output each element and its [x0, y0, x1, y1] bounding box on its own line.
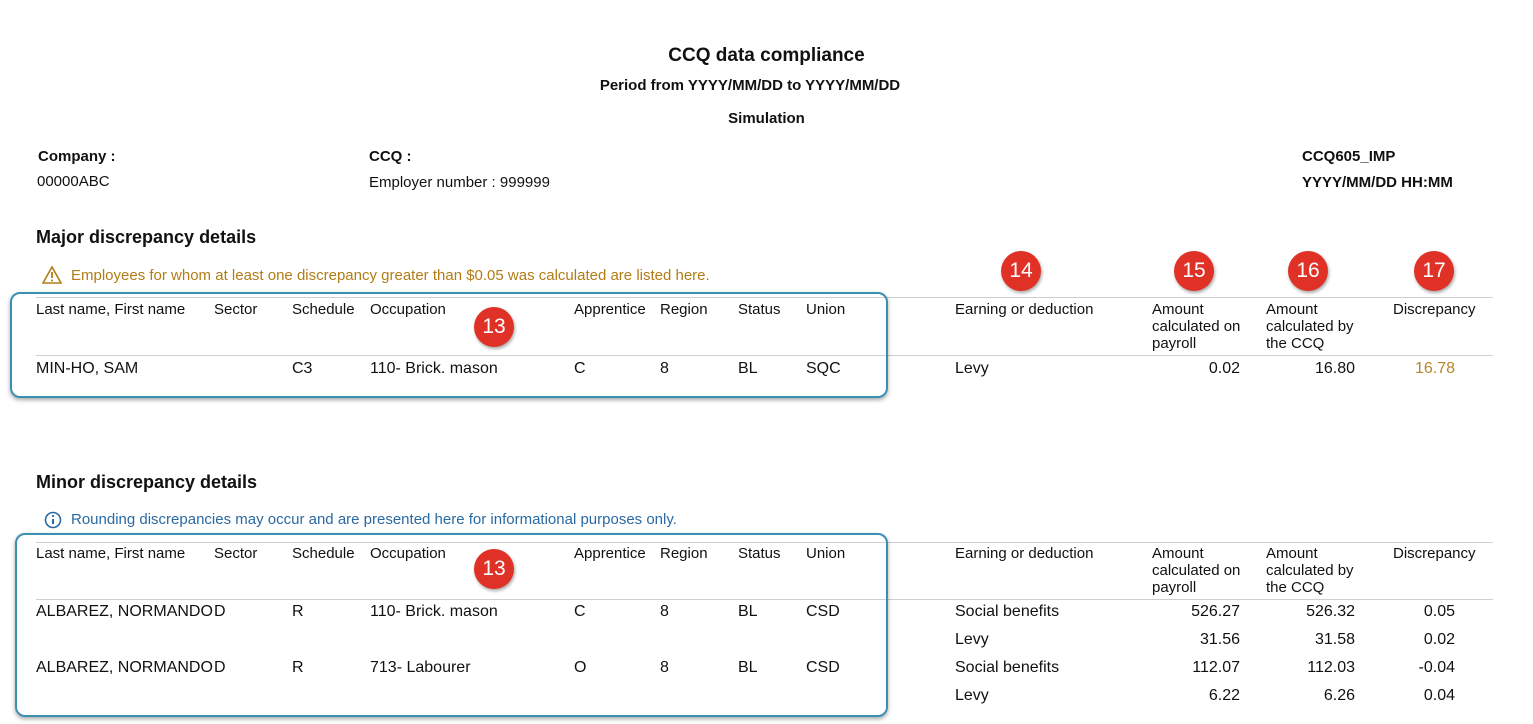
column-header: Last name, First name [36, 545, 186, 562]
column-header: Amount calculated on payroll [1152, 545, 1241, 596]
section-note: Rounding discrepancies may occur and are… [71, 511, 677, 528]
column-header: Earning or deduction [955, 301, 1094, 318]
header-rule [36, 599, 1493, 600]
discrepancy-cell: 0.02 [1423, 631, 1455, 648]
section-title: Major discrepancy details [36, 227, 257, 247]
employee-cell: MIN-HO, SAM [36, 360, 139, 377]
column-header: Region [660, 545, 708, 562]
employee-cell: D [214, 659, 226, 676]
header-rule [36, 297, 1493, 298]
earning-cell: Levy [955, 687, 989, 704]
header-rule [36, 542, 1493, 543]
discrepancy-cell: -0.04 [1418, 659, 1455, 676]
info-icon [44, 511, 62, 529]
report-title: CCQ data compliance [668, 45, 865, 66]
employer-number: Employer number : 999999 [369, 174, 550, 191]
employee-cell: O [574, 659, 587, 676]
amount-cell: 31.58 [1314, 631, 1355, 648]
employee-cell: BL [738, 603, 758, 620]
column-header: Amount calculated on payroll [1152, 301, 1241, 352]
employee-cell: CSD [806, 659, 840, 676]
highlight-box [10, 292, 888, 398]
column-header: Apprentice [574, 301, 646, 318]
employee-cell: 8 [660, 360, 669, 377]
report-datetime: YYYY/MM/DD HH:MM [1302, 174, 1453, 191]
employee-cell: D [214, 603, 226, 620]
employee-cell: C [574, 360, 586, 377]
employee-cell: ALBAREZ, NORMANDO [36, 603, 213, 620]
report-id: CCQ605_IMP [1302, 148, 1396, 165]
callout-badge: 13 [474, 307, 514, 347]
amount-cell: 526.27 [1191, 603, 1240, 620]
amount-cell: 112.07 [1192, 659, 1240, 676]
column-header: Discrepancy [1393, 301, 1476, 318]
employee-cell: C3 [292, 360, 313, 377]
highlight-box [15, 533, 888, 717]
column-header: Discrepancy [1393, 545, 1476, 562]
earning-cell: Levy [955, 360, 989, 377]
column-header: Schedule [292, 301, 355, 318]
callout-badge: 13 [474, 549, 514, 589]
column-header: Status [738, 301, 781, 318]
section-title: Minor discrepancy details [36, 472, 258, 492]
column-header: Amount calculated by the CCQ [1266, 301, 1354, 352]
company-code: 00000ABC [37, 173, 110, 190]
amount-cell: 16.80 [1314, 360, 1355, 377]
employee-cell: R [292, 603, 304, 620]
column-header: Occupation [370, 301, 446, 318]
column-header: Schedule [292, 545, 355, 562]
employee-cell: SQC [806, 360, 841, 377]
callout-badge: 16 [1288, 251, 1328, 291]
callout-badge: 17 [1414, 251, 1454, 291]
column-header: Region [660, 301, 708, 318]
column-header: Sector [214, 301, 258, 318]
warning-icon [42, 266, 62, 284]
employee-cell: CSD [806, 603, 840, 620]
earning-cell: Social benefits [955, 603, 1060, 620]
callout-badge: 14 [1001, 251, 1041, 291]
column-header: Amount calculated by the CCQ [1266, 545, 1354, 596]
amount-cell: 6.26 [1323, 687, 1355, 704]
amount-cell: 31.56 [1199, 631, 1240, 648]
employee-cell: 110- Brick. mason [370, 360, 498, 377]
callout-badge: 15 [1174, 251, 1214, 291]
employee-cell: 8 [660, 603, 669, 620]
amount-cell: 526.32 [1306, 603, 1355, 620]
column-header: Earning or deduction [955, 545, 1094, 562]
section-note: Employees for whom at least one discrepa… [71, 267, 710, 284]
amount-cell: 0.02 [1208, 360, 1240, 377]
column-header: Status [738, 545, 781, 562]
discrepancy-cell: 16.78 [1414, 360, 1455, 377]
company-label: Company : [38, 148, 116, 165]
employee-cell: 713- Labourer [370, 659, 471, 676]
employee-cell: 8 [660, 659, 669, 676]
report-period: Period from YYYY/MM/DD to YYYY/MM/DD [599, 77, 901, 94]
column-header: Last name, First name [36, 301, 186, 318]
employee-cell: BL [738, 659, 758, 676]
earning-cell: Social benefits [955, 659, 1060, 676]
column-header: Apprentice [574, 545, 646, 562]
report-mode: Simulation [728, 110, 805, 127]
column-header: Occupation [370, 545, 446, 562]
discrepancy-cell: 0.04 [1423, 687, 1455, 704]
column-header: Union [806, 545, 846, 562]
header-rule [36, 355, 1493, 356]
employee-cell: R [292, 659, 304, 676]
ccq-label: CCQ : [369, 148, 412, 165]
employee-cell: C [574, 603, 586, 620]
discrepancy-cell: 0.05 [1423, 603, 1455, 620]
employee-cell: BL [738, 360, 758, 377]
employee-cell: ALBAREZ, NORMANDO [36, 659, 213, 676]
earning-cell: Levy [955, 631, 989, 648]
amount-cell: 112.03 [1307, 659, 1355, 676]
column-header: Union [806, 301, 846, 318]
employee-cell: 110- Brick. mason [370, 603, 498, 620]
column-header: Sector [214, 545, 258, 562]
amount-cell: 6.22 [1208, 687, 1240, 704]
